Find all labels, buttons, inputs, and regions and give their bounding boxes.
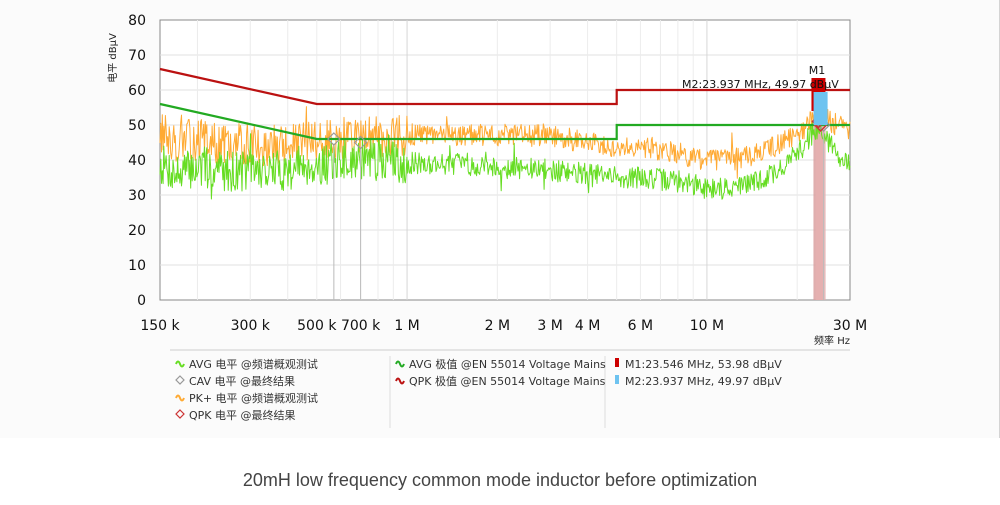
x-tick-label: 10 M	[690, 318, 724, 334]
x-tick-label: 4 M	[575, 318, 600, 334]
legend-item: M2:23.937 MHz, 49.97 dBµV	[615, 375, 782, 388]
x-tick-label: 500 k	[297, 318, 337, 334]
legend-label: QPK 电平 @最终结果	[189, 408, 296, 422]
legend-item: QPK 电平 @最终结果	[175, 408, 296, 422]
legend-diamond-icon	[175, 409, 185, 419]
legend-color-swatch	[615, 375, 619, 384]
legend-item: AVG 电平 @频谱概观测试	[175, 357, 318, 371]
x-tick-label: 6 M	[628, 318, 653, 334]
x-tick-label: 3 M	[537, 318, 562, 334]
avg-series-line	[159, 121, 851, 200]
x-axis-label: 频率 Hz	[814, 334, 850, 347]
series	[159, 67, 851, 200]
markers	[327, 78, 831, 300]
x-tick-label: 1 M	[394, 318, 419, 334]
cav-point	[327, 132, 341, 146]
x-axis: 150 k 300 k 500 k 700 k 1 M 2 M 3 M 4 M 6 M 10 M 3…	[140, 318, 867, 334]
x-tick-label: 150 k	[140, 318, 180, 334]
m2-marker	[813, 92, 828, 126]
pk-series-line	[159, 105, 851, 179]
legend-label: M1:23.546 MHz, 53.98 dBµV	[625, 358, 782, 371]
y-tick-label: 20	[128, 223, 146, 239]
emi-chart: 0 10 20 30 40 50 60 70 80 150 k 300 k 500 k 700 k 1 …	[106, 13, 867, 428]
legend-label: QPK 极值 @EN 55014 Voltage Mains	[409, 374, 606, 388]
legend-item: PK+ 电平 @频谱概观测试	[175, 391, 318, 405]
caption: 20mH low frequency common mode inductor …	[242, 470, 758, 490]
marker-band	[815, 125, 826, 300]
y-tick-label: 70	[128, 48, 146, 64]
y-axis-label: 电平 dBµV	[106, 33, 119, 83]
legend-wave-icon	[395, 360, 405, 368]
qpk-limit-line	[159, 67, 850, 106]
y-tick-label: 0	[137, 293, 146, 309]
y-tick-label: 80	[128, 13, 146, 29]
marker-tag: M1	[809, 64, 826, 77]
legend-color-swatch	[615, 358, 619, 367]
legend-wave-icon	[395, 377, 405, 385]
legend: AVG 电平 @频谱概观测试 CAV 电平 @最终结果 PK+ 电平 @频谱概观测试…	[175, 357, 782, 422]
legend-label: PK+ 电平 @频谱概观测试	[189, 391, 318, 405]
legend-item: M1:23.546 MHz, 53.98 dBµV	[615, 358, 782, 371]
legend-label: M2:23.937 MHz, 49.97 dBµV	[625, 375, 782, 388]
legend-item: QPK 极值 @EN 55014 Voltage Mains	[395, 374, 606, 388]
cav-point	[353, 135, 368, 150]
y-tick-label: 60	[128, 83, 146, 99]
marker-annotation: M2:23.937 MHz, 49.97 dBµV	[682, 78, 839, 91]
x-tick-label: 700 k	[341, 318, 381, 334]
marker-bands	[813, 111, 826, 300]
legend-item: CAV 电平 @最终结果	[175, 374, 295, 388]
y-tick-label: 10	[128, 258, 146, 274]
legend-label: AVG 极值 @EN 55014 Voltage Mains	[409, 357, 606, 371]
avg-limit-line	[159, 102, 850, 141]
y-tick-label: 40	[128, 153, 146, 169]
legend-label: AVG 电平 @频谱概观测试	[189, 357, 318, 371]
legend-diamond-icon	[175, 375, 185, 385]
x-tick-label: 300 k	[231, 318, 271, 334]
chart-panel: 0 10 20 30 40 50 60 70 80 150 k 300 k 500 k 700 k 1 …	[106, 0, 1000, 438]
x-tick-label: 30 M	[833, 318, 867, 334]
x-tick-label: 2 M	[485, 318, 510, 334]
legend-label: CAV 电平 @最终结果	[189, 374, 295, 388]
y-axis: 0 10 20 30 40 50 60 70 80	[128, 13, 146, 309]
legend-item: AVG 极值 @EN 55014 Voltage Mains	[395, 357, 606, 371]
legend-wave-icon	[175, 360, 185, 368]
y-tick-label: 30	[128, 188, 146, 204]
y-tick-label: 50	[128, 118, 146, 134]
legend-wave-icon	[175, 394, 185, 402]
